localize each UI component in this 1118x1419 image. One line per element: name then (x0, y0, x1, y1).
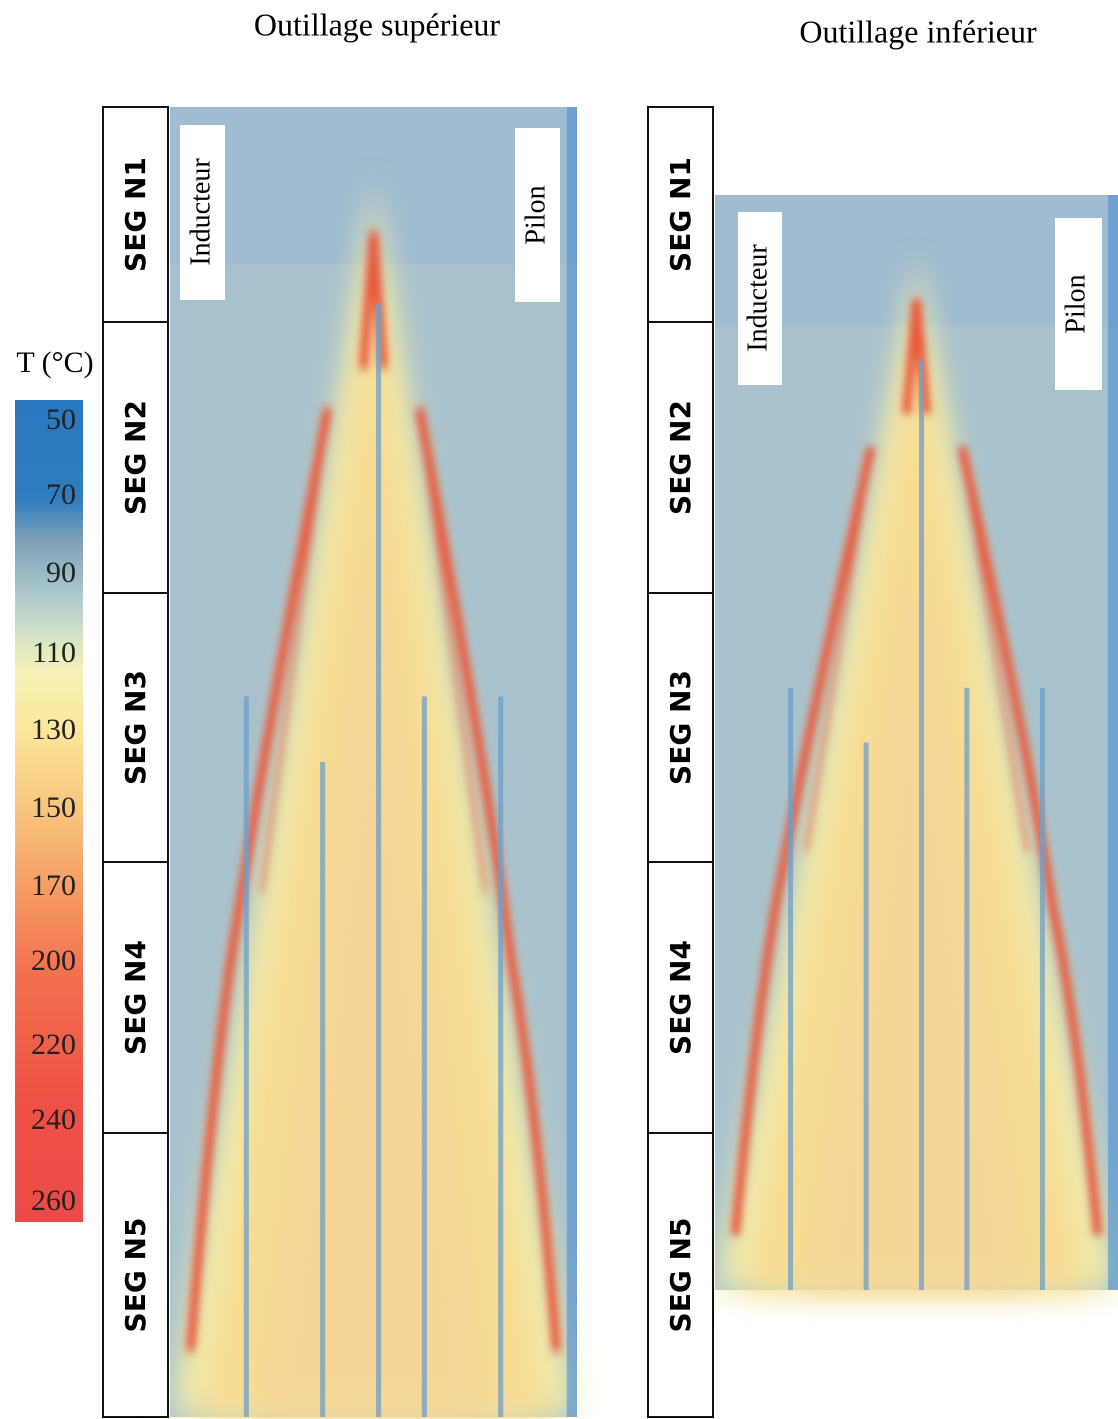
segment-label: SEG N4 (119, 940, 152, 1055)
segment-box (647, 861, 714, 1134)
legend-label: 70 (46, 478, 76, 511)
segment-label: SEG N3 (664, 670, 697, 785)
segment-label: SEG N1 (119, 157, 152, 272)
segment-box (102, 1132, 169, 1418)
segment-box (102, 592, 169, 863)
label-text: Pilon (520, 185, 551, 244)
legend: T (°C) 50 70 90 110 130 150 170 200 220 240 260 (15, 346, 94, 1222)
label-text: Pilon (1060, 274, 1091, 333)
legend-label: 260 (31, 1184, 76, 1217)
image-label: Inducteur Pilon Inducteur Pilon (180, 125, 1102, 390)
legend-label: 150 (31, 791, 76, 824)
segment-box (102, 106, 169, 323)
segment-label: SEG N3 (119, 670, 152, 785)
segment-label: SEG N5 (119, 1218, 152, 1333)
segment-label: SEG N2 (664, 400, 697, 515)
legend-label: 130 (31, 713, 76, 746)
legend-label: 110 (32, 636, 76, 669)
segment-column: SEG N1 SEG N2 SEG N3 SEG N4 SEG N5 (647, 106, 714, 1418)
segment-label: SEG N4 (664, 940, 697, 1055)
segment-box (647, 1132, 714, 1418)
legend-label: 170 (31, 869, 76, 902)
segment-box (647, 321, 714, 594)
legend-label: 50 (46, 403, 76, 436)
legend-label: 200 (31, 944, 76, 977)
panel-title: Outillage supérieur (254, 6, 500, 42)
segment-column: SEG N1 SEG N2 SEG N3 SEG N4 SEG N5 (102, 106, 169, 1418)
legend-label: 240 (31, 1103, 76, 1136)
label-text: Inducteur (185, 158, 216, 266)
panel-title: Outillage inférieur (799, 13, 1037, 49)
color-bar (15, 400, 83, 1222)
segment-label: SEG N2 (119, 400, 152, 515)
segment-label: SEG N5 (664, 1218, 697, 1333)
segment-box (102, 321, 169, 594)
segment-box (647, 592, 714, 863)
label-text: Inducteur (742, 244, 773, 352)
legend-label: 90 (46, 556, 76, 589)
legend-label: 220 (31, 1028, 76, 1061)
thermal-image (170, 107, 577, 1417)
legend-title: T (°C) (16, 346, 93, 379)
segment-label: SEG N1 (664, 157, 697, 272)
